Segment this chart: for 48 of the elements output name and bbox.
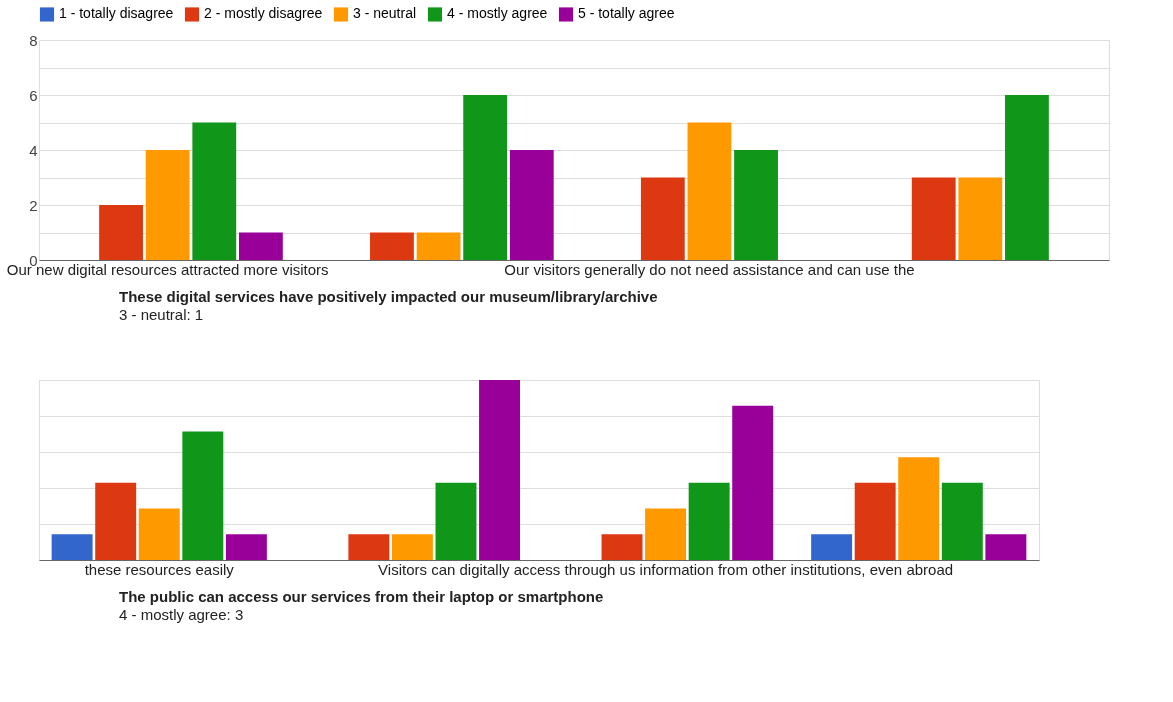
bar — [941, 482, 983, 560]
text: 4 - mostly agree: 3 — [119, 606, 244, 623]
bar — [732, 405, 774, 560]
text: The public can access our services from their laptop or smartphone — [119, 588, 604, 605]
bar — [687, 122, 732, 260]
bar — [1005, 95, 1049, 260]
legend-label: 5 - totally agree — [578, 5, 675, 22]
bar — [601, 534, 643, 560]
x-tick-label: Our visitors generally do not need assistance and can use the — [504, 260, 915, 278]
bar — [391, 534, 433, 560]
bar — [416, 232, 461, 260]
legend-label: 3 - neutral — [353, 5, 417, 22]
bar — [145, 150, 190, 260]
bar — [238, 232, 283, 260]
bar — [811, 534, 853, 560]
bar — [370, 232, 414, 260]
legend-label: 2 - mostly disagree — [204, 5, 323, 22]
bar — [99, 205, 143, 260]
bar — [95, 482, 137, 560]
legend-label: 1 - totally disagree — [59, 5, 174, 22]
bar — [51, 534, 93, 560]
bar — [688, 482, 730, 560]
y-tick-label: 6 — [29, 86, 38, 104]
bar — [182, 431, 224, 560]
x-tick-label: Visitors can digitally access through us information from other institutions, even abroad — [378, 560, 954, 578]
bar — [435, 482, 477, 560]
bar — [734, 150, 778, 260]
y-tick-label: 8 — [29, 31, 38, 49]
bar — [640, 177, 685, 260]
text: 3 - neutral: 1 — [119, 306, 204, 323]
bar — [985, 534, 1027, 560]
bar — [898, 457, 940, 560]
x-tick-label: these resources easily — [84, 560, 235, 578]
bar — [463, 95, 508, 260]
y-tick-label: 2 — [29, 196, 38, 214]
bar — [348, 534, 390, 560]
y-tick-label: 4 — [29, 141, 38, 159]
text: These digital services have positively impacted our museum/library/archive — [119, 288, 658, 305]
bar — [509, 150, 554, 260]
bar — [911, 177, 956, 260]
legend-label: 4 - mostly agree — [447, 5, 548, 22]
bar — [854, 482, 896, 560]
bar — [138, 508, 180, 560]
bar — [479, 380, 521, 560]
bar — [192, 122, 237, 260]
bar — [225, 534, 267, 560]
bar — [645, 508, 687, 560]
bar — [958, 177, 1003, 260]
